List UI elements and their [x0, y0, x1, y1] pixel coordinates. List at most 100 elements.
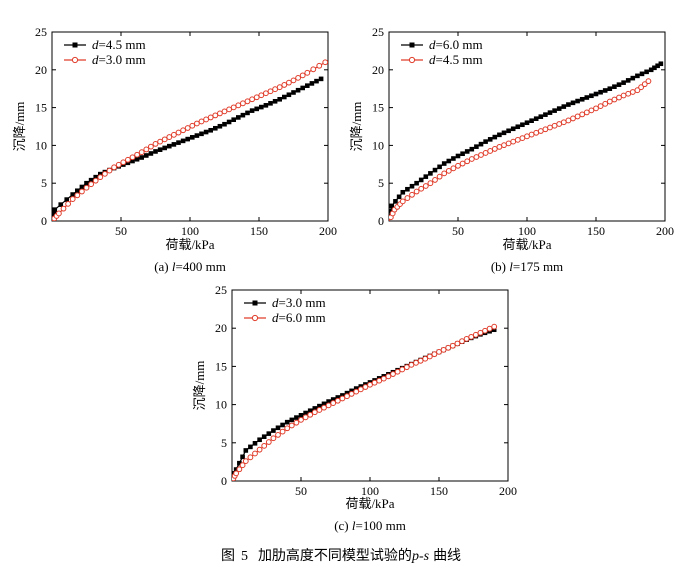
data-point	[271, 428, 276, 433]
data-point	[263, 103, 269, 108]
data-point	[371, 379, 378, 386]
y-tick-label: 20	[372, 63, 384, 77]
data-point	[217, 110, 223, 117]
data-point	[460, 151, 465, 157]
data-point	[625, 78, 631, 83]
data-point	[171, 142, 177, 147]
y-tick-label: 20	[215, 321, 227, 335]
data-point	[339, 395, 346, 402]
data-point	[602, 100, 609, 107]
data-point	[514, 136, 521, 143]
data-point	[641, 81, 648, 88]
data-point	[593, 91, 599, 97]
data-point	[380, 375, 387, 382]
data-point	[258, 92, 265, 99]
legend-entry: d=6.0 mm	[272, 310, 326, 325]
data-point	[353, 388, 360, 395]
data-point	[276, 84, 283, 91]
data-point	[409, 183, 415, 189]
data-point	[344, 393, 350, 400]
data-point	[189, 122, 196, 129]
data-point	[167, 143, 172, 149]
data-point	[414, 180, 419, 186]
series-2	[389, 78, 652, 221]
data-point	[418, 177, 424, 183]
data-point	[157, 147, 163, 152]
data-point	[537, 128, 544, 134]
legend-marker	[251, 314, 259, 322]
data-point	[620, 92, 627, 99]
legend: d=3.0 mmd=6.0 mm	[244, 295, 326, 325]
data-point	[325, 402, 332, 409]
data-point	[449, 342, 456, 349]
data-point	[288, 422, 295, 429]
data-point	[65, 200, 71, 207]
x-tick-label: 200	[499, 484, 517, 498]
data-point	[629, 89, 636, 95]
y-tick-label: 25	[215, 283, 227, 297]
data-point	[286, 79, 292, 86]
legend-entry: d=4.5 mm	[429, 52, 483, 67]
data-point	[491, 327, 497, 333]
data-point	[125, 160, 131, 166]
data-point	[616, 94, 622, 101]
data-point	[233, 470, 240, 477]
data-point	[515, 124, 521, 130]
series-line	[232, 329, 495, 481]
data-point	[248, 444, 253, 450]
data-point	[648, 67, 654, 73]
figure-caption: 图 5 加肋高度不同模型试验的p-s 曲线	[221, 547, 461, 564]
data-point	[184, 125, 191, 131]
y-tick-label: 25	[35, 25, 47, 39]
data-point	[294, 415, 299, 420]
data-point	[468, 156, 475, 162]
data-point	[353, 386, 359, 391]
data-point	[487, 137, 493, 142]
data-point	[340, 393, 345, 398]
data-point	[194, 133, 200, 138]
data-point	[125, 156, 131, 163]
series-2	[232, 323, 498, 481]
data-point	[491, 146, 498, 152]
data-point	[300, 85, 305, 91]
data-point	[446, 158, 452, 164]
data-point	[286, 92, 292, 98]
data-point	[84, 180, 89, 186]
data-point	[440, 346, 447, 353]
data-point	[226, 106, 233, 113]
series-1	[52, 76, 324, 221]
data-point	[463, 335, 470, 342]
data-point	[166, 134, 173, 140]
data-point	[436, 173, 443, 180]
data-point	[482, 327, 488, 334]
data-point	[400, 189, 406, 195]
x-tick-label: 100	[361, 484, 379, 498]
data-point	[524, 133, 530, 140]
y-tick-label: 0	[41, 214, 47, 228]
data-point	[588, 107, 595, 114]
data-point	[152, 140, 159, 147]
data-point	[625, 90, 632, 97]
data-point	[469, 146, 475, 152]
data-point	[474, 144, 479, 149]
data-point	[106, 167, 113, 174]
data-point	[318, 76, 324, 82]
data-point	[459, 338, 465, 345]
y-tick-label: 15	[215, 359, 227, 373]
data-point	[97, 174, 104, 181]
data-point	[171, 131, 177, 138]
data-point	[497, 132, 502, 138]
legend: d=6.0 mmd=4.5 mm	[401, 37, 483, 67]
x-tick-label: 50	[115, 224, 127, 238]
series-line	[232, 326, 495, 481]
data-point	[422, 183, 429, 189]
data-point	[198, 118, 205, 125]
data-point	[399, 198, 406, 205]
data-point	[120, 159, 127, 166]
data-point	[570, 115, 576, 122]
data-point	[302, 414, 309, 421]
y-tick-label: 15	[35, 101, 47, 115]
data-point	[282, 94, 287, 100]
data-point	[98, 171, 103, 177]
